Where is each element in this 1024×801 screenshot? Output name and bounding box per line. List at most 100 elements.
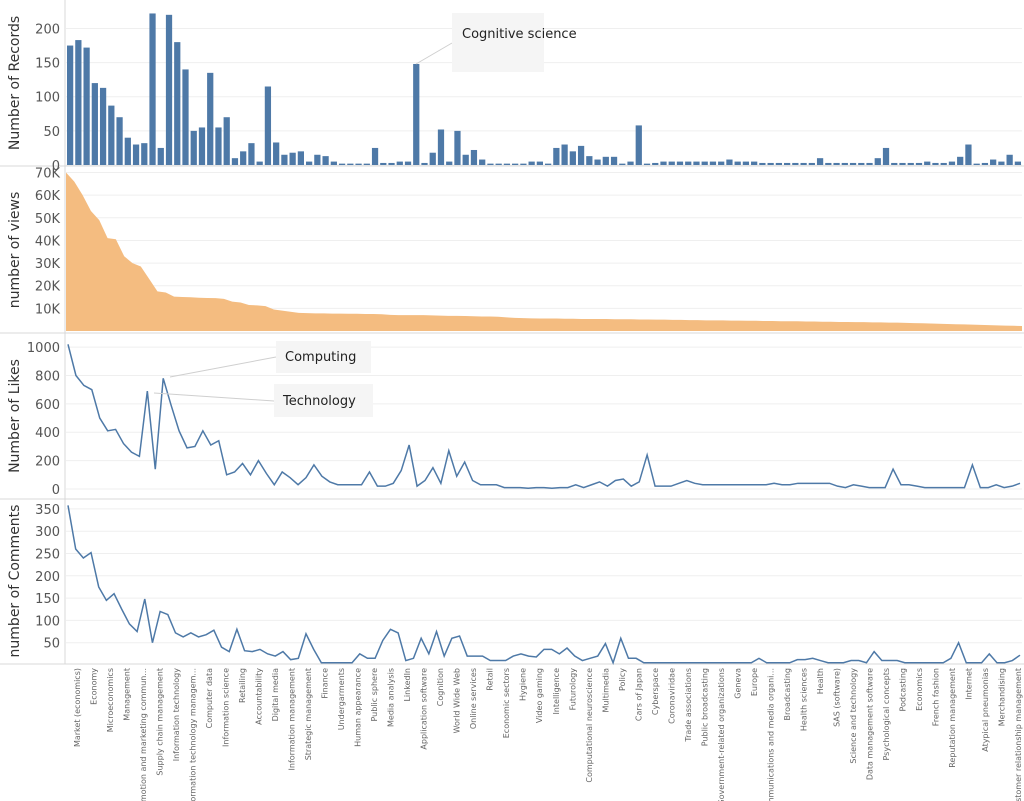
records-bar[interactable] [338,163,346,165]
records-bar[interactable] [693,161,700,165]
records-bar[interactable] [957,156,964,165]
records-bar[interactable] [635,125,642,165]
records-bar[interactable] [808,162,815,165]
records-bar[interactable] [503,163,511,165]
records-bar[interactable] [83,47,90,165]
records-bar[interactable] [116,117,123,165]
records-bar[interactable] [132,144,140,165]
records-bar[interactable] [759,162,766,165]
records-bar[interactable] [347,163,354,165]
records-bar[interactable] [256,161,263,165]
records-bar[interactable] [355,163,362,165]
records-bar[interactable] [652,162,659,165]
records-bar[interactable] [990,159,997,165]
records-bar[interactable] [99,87,107,165]
records-bar[interactable] [553,147,560,165]
records-bar[interactable] [223,117,230,165]
records-bar[interactable] [816,158,824,165]
records-bar[interactable] [825,162,832,165]
comments-line[interactable] [67,505,1021,666]
records-bar[interactable] [676,161,684,165]
records-bar[interactable] [413,63,420,166]
records-bar[interactable] [454,130,461,165]
records-bar[interactable] [849,162,857,165]
records-bar[interactable] [784,162,791,165]
records-bar[interactable] [643,163,651,165]
records-bar[interactable] [273,142,280,165]
records-bar[interactable] [198,127,206,165]
likes-line[interactable] [67,344,1021,490]
records-bar[interactable] [314,154,321,165]
records-bar[interactable] [751,161,758,165]
records-bar[interactable] [264,86,272,166]
records-bar[interactable] [520,163,527,165]
records-bar[interactable] [569,151,576,165]
records-bar[interactable] [833,162,840,165]
records-bar[interactable] [726,159,733,165]
records-bar[interactable] [874,158,881,165]
records-bar[interactable] [495,163,502,165]
records-bar[interactable] [586,156,593,165]
records-bar[interactable] [718,161,725,165]
records-bar[interactable] [165,14,173,166]
records-bar[interactable] [157,147,164,165]
records-bar[interactable] [528,161,535,165]
records-bar[interactable] [124,137,131,165]
records-bar[interactable] [306,161,313,165]
records-bar[interactable] [577,145,585,165]
records-bar[interactable] [775,162,782,165]
records-bar[interactable] [841,162,848,165]
records-bar[interactable] [907,162,914,165]
records-bar[interactable] [487,163,494,165]
records-bar[interactable] [858,162,865,165]
records-bar[interactable] [215,127,222,165]
records-bar[interactable] [924,161,931,165]
records-bar[interactable] [792,162,799,165]
records-bar[interactable] [512,163,519,165]
records-bar[interactable] [882,147,890,165]
records-bar[interactable] [800,162,807,165]
records-bar[interactable] [281,154,288,165]
records-bar[interactable] [421,162,428,165]
records-bar[interactable] [446,161,453,165]
records-bar[interactable] [437,129,445,165]
records-bar[interactable] [767,162,774,165]
records-bar[interactable] [380,162,387,165]
records-bar[interactable] [1014,161,1021,165]
records-bar[interactable] [981,162,989,165]
records-bar[interactable] [627,161,634,165]
records-bar[interactable] [742,161,750,165]
records-bar[interactable] [207,72,214,165]
records-bar[interactable] [536,161,543,165]
records-bar[interactable] [734,161,741,165]
records-bar[interactable] [685,161,692,165]
records-bar[interactable] [479,159,486,165]
records-bar[interactable] [429,152,436,165]
records-bar[interactable] [545,163,552,165]
records-bar[interactable] [240,151,247,165]
records-bar[interactable] [899,162,906,165]
records-bar[interactable] [998,161,1005,165]
records-bar[interactable] [602,156,609,165]
records-bar[interactable] [248,143,255,165]
records-bar[interactable] [668,161,675,165]
records-bar[interactable] [701,161,708,165]
records-bar[interactable] [371,147,379,165]
records-bar[interactable] [619,163,626,165]
records-bar[interactable] [289,152,296,165]
records-bar[interactable] [594,159,601,165]
records-bar[interactable] [67,45,74,165]
records-bar[interactable] [948,161,956,165]
records-bar[interactable] [1006,154,1013,165]
records-bar[interactable] [75,40,82,165]
records-bar[interactable] [709,161,717,165]
records-bar[interactable] [149,13,156,165]
records-bar[interactable] [932,162,939,165]
records-bar[interactable] [330,161,337,165]
records-bar[interactable] [610,156,618,165]
records-bar[interactable] [91,83,98,165]
records-bar[interactable] [388,162,395,165]
records-bar[interactable] [363,163,370,165]
records-bar[interactable] [322,156,329,165]
views-area[interactable] [66,172,1022,331]
